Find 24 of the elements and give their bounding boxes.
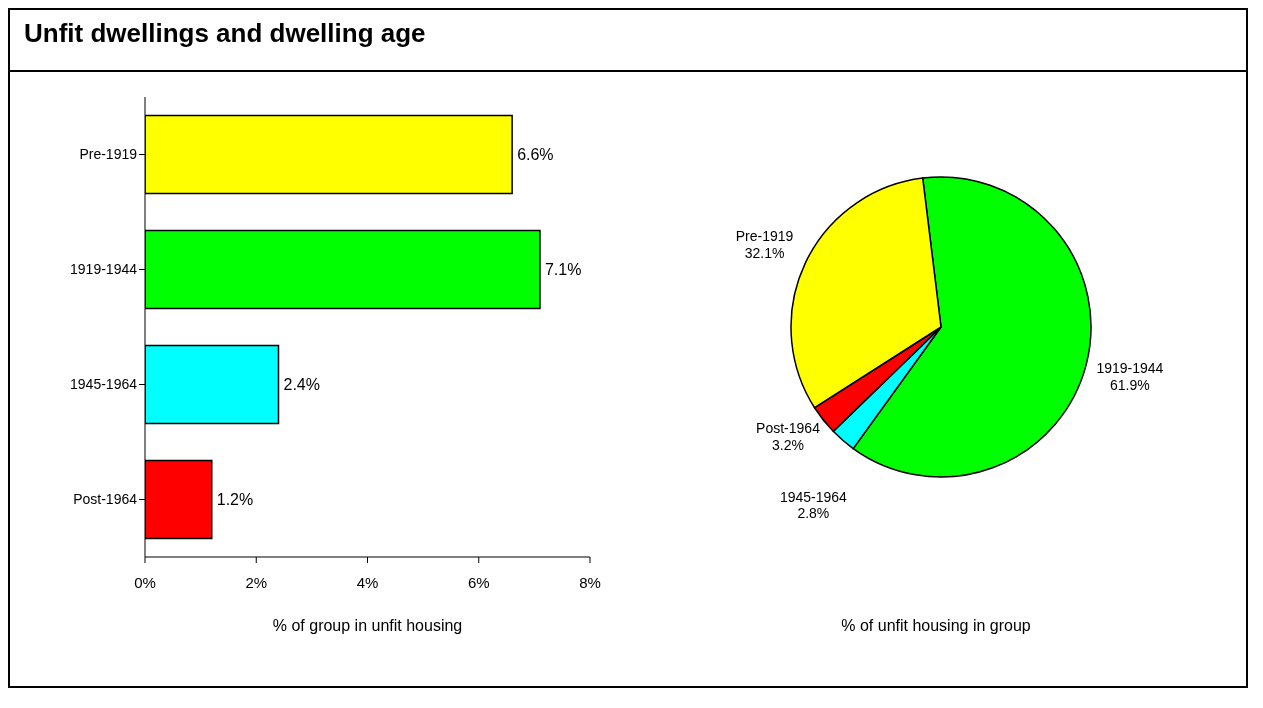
- x-tick-label: 8%: [579, 573, 601, 591]
- y-tick-label: Pre-1919: [79, 146, 138, 163]
- y-tick-label: Post-1964: [73, 491, 138, 508]
- data-label: 7.1%: [544, 261, 582, 279]
- slice-label: 1919-1944: [1096, 359, 1164, 376]
- data-label: 6.6%: [517, 146, 554, 164]
- data-label: 2.4%: [283, 376, 320, 394]
- data-label: 1.2%: [216, 491, 254, 509]
- x-tick-label: 4%: [356, 573, 379, 591]
- slice-label: 1945-1964: [779, 488, 848, 505]
- slice-label: Pre-1919: [735, 228, 794, 245]
- data-label: 61.9%: [1110, 376, 1150, 393]
- x-tick-label: 0%: [134, 573, 156, 591]
- x-tick-label: 2%: [245, 573, 268, 591]
- data-label: 2.8%: [797, 505, 830, 522]
- x-axis-title: % of group in unfit housing: [271, 617, 464, 635]
- y-tick-label: 1919-1944: [70, 261, 138, 278]
- text: % of unfit housing in group: [840, 617, 1032, 635]
- data-label: 3.2%: [772, 436, 804, 453]
- y-tick-label: 1945-1964: [70, 376, 138, 393]
- chart-title: Unfit dwellings and dwelling age: [24, 18, 426, 48]
- data-label: 32.1%: [744, 244, 785, 261]
- slice-label: Post-1964: [756, 420, 821, 437]
- x-tick-label: 6%: [467, 573, 490, 591]
